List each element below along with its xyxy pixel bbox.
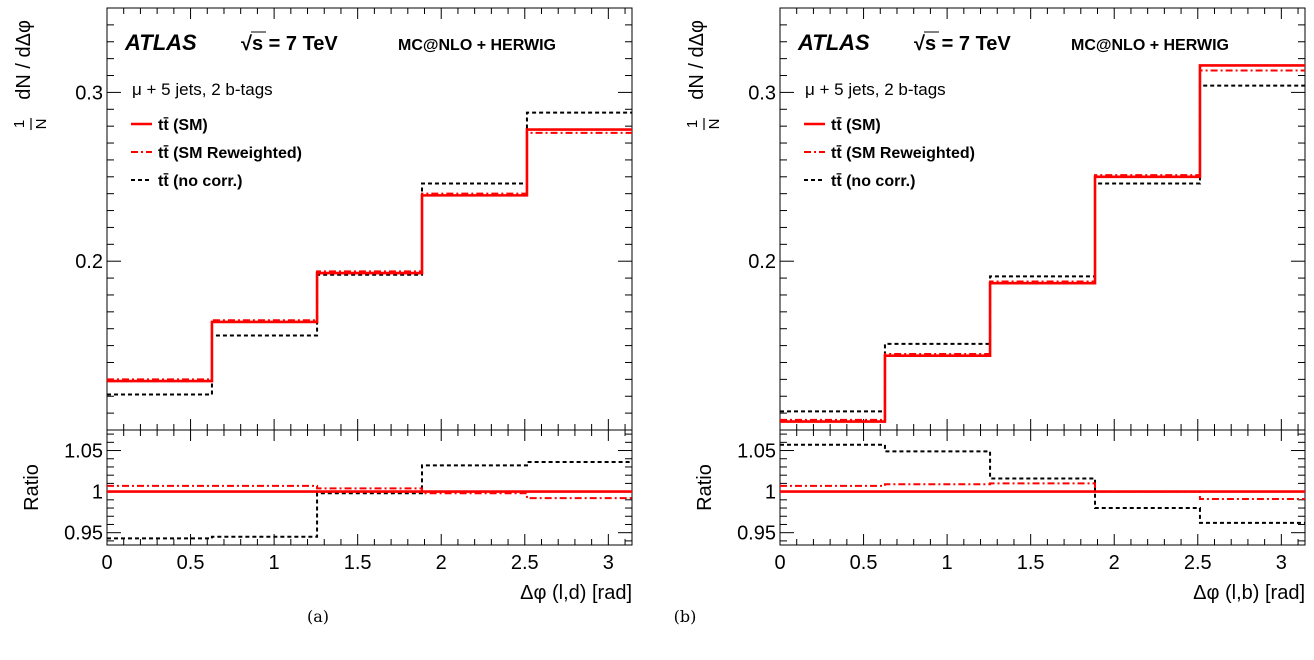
ratio-line <box>780 443 1305 524</box>
legend-label: tt̄ (no corr.) <box>158 172 242 190</box>
x-tick-label: 3 <box>1276 552 1287 574</box>
ratio-tick-label: 1.05 <box>64 441 103 463</box>
series-line <box>107 131 632 381</box>
x-tick-label: 3 <box>603 552 614 574</box>
x-tick-label: 2 <box>1109 552 1120 574</box>
y-axis-fraction-num: 1 <box>684 120 701 128</box>
x-tick-label: 1.5 <box>1017 552 1045 574</box>
ratio-frame <box>106 429 633 546</box>
experiment-label: ATLAS <box>124 30 197 55</box>
x-tick-label: 2.5 <box>1184 552 1212 574</box>
ratio-tick-label: 0.95 <box>737 523 776 545</box>
ratio-tick-label: 0.95 <box>64 523 103 545</box>
y-axis-label: dN / dΔφ 1 N Ratio <box>684 20 723 511</box>
x-tick-label: 0 <box>101 552 112 574</box>
selection-label: μ + 5 jets, 2 b-tags <box>805 80 946 99</box>
ratio-line <box>107 484 632 500</box>
ratio-line <box>780 482 1305 500</box>
y-tick-label: 0.3 <box>748 82 776 104</box>
series-line <box>780 84 1305 413</box>
x-axis-title: Δφ (l,b) [rad] <box>1193 582 1305 604</box>
x-tick-label: 0.5 <box>177 552 205 574</box>
y-axis-title: dN / dΔφ <box>13 20 35 100</box>
legend-label: tt̄ (SM) <box>831 116 881 134</box>
x-tick-label: 1.5 <box>344 552 372 574</box>
y-axis-fraction-den: N <box>33 119 50 130</box>
ratio-frame <box>779 429 1306 546</box>
experiment-label: ATLAS <box>797 30 870 55</box>
x-tick-label: 2.5 <box>511 552 539 574</box>
x-tick-label: 1 <box>942 552 953 574</box>
ratio-axis-title: Ratio <box>694 464 716 511</box>
ratio-tick-label: 1 <box>92 482 103 504</box>
y-axis-label: dN / dΔφ 1 N Ratio <box>11 20 50 511</box>
selection-label: μ + 5 jets, 2 b-tags <box>132 80 273 99</box>
y-axis-fraction-den: N <box>706 119 723 130</box>
x-axis-title: Δφ (l,d) [rad] <box>520 582 632 604</box>
y-tick-label: 0.3 <box>75 82 103 104</box>
ratio-tick-label: 1 <box>765 482 776 504</box>
ratio-tick-label: 1.05 <box>737 441 776 463</box>
y-tick-label: 0.2 <box>748 251 776 273</box>
x-tick-label: 0.5 <box>850 552 878 574</box>
legend-label: tt̄ (SM Reweighted) <box>831 144 975 162</box>
generator-label: MC@NLO + HERWIG <box>398 37 556 54</box>
x-tick-label: 0 <box>774 552 785 574</box>
y-axis-title: dN / dΔφ <box>686 20 708 100</box>
legend-label: tt̄ (no corr.) <box>831 172 915 190</box>
x-tick-label: 1 <box>269 552 280 574</box>
energy-label: √s = 7 TeV <box>914 33 1011 55</box>
energy-label: √s = 7 TeV <box>241 33 338 55</box>
figure-caption: (a) <box>307 607 329 626</box>
generator-label: MC@NLO + HERWIG <box>1071 37 1229 54</box>
figure-caption: (b) <box>674 607 697 626</box>
legend-label: tt̄ (SM) <box>158 116 208 134</box>
series-line <box>107 128 632 383</box>
x-tick-label: 2 <box>436 552 447 574</box>
main-frame <box>106 7 633 431</box>
ratio-axis-title: Ratio <box>21 464 43 511</box>
y-axis-fraction-num: 1 <box>11 120 28 128</box>
ratio-line <box>107 461 632 540</box>
series-line <box>780 64 1305 423</box>
y-tick-label: 0.2 <box>75 251 103 273</box>
legend-label: tt̄ (SM Reweighted) <box>158 144 302 162</box>
